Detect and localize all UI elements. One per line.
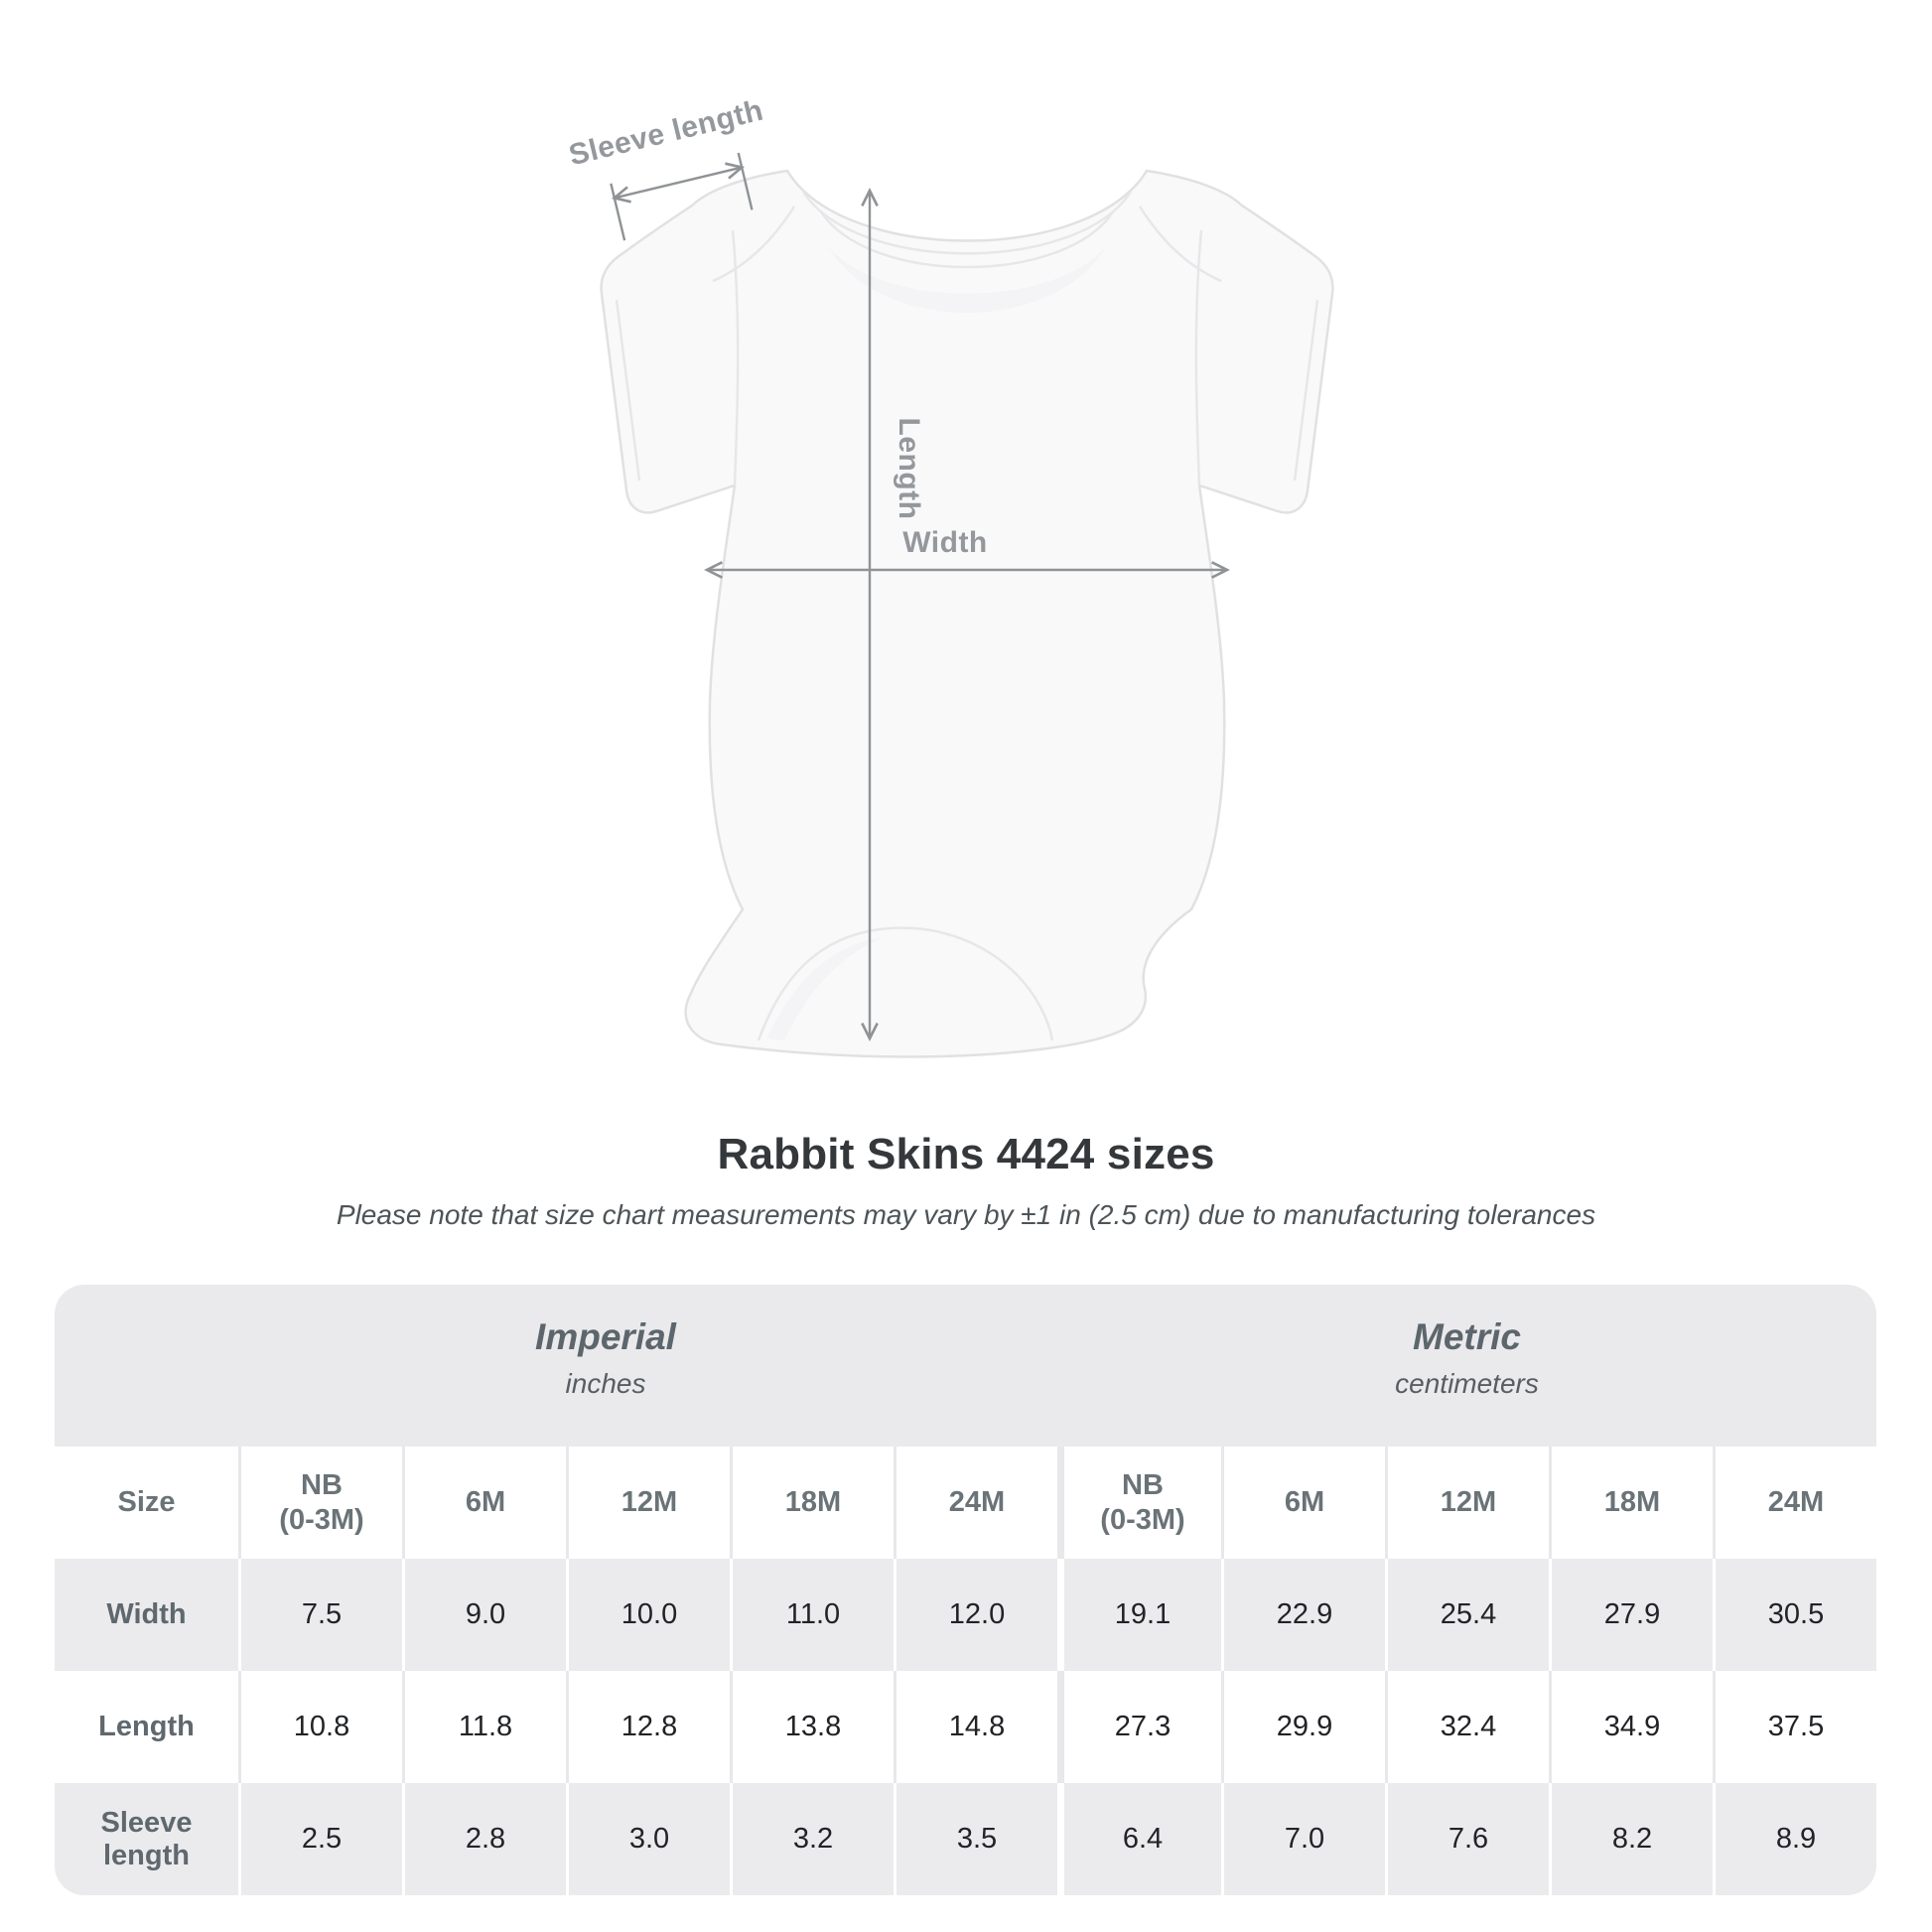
value-cell: 6.4 (1057, 1783, 1221, 1895)
imperial-header: Imperial inches (55, 1285, 1057, 1447)
size-header-row: Size NB (0-3M) 6M 12M 18M 24M NB (0-3M) … (55, 1447, 1876, 1559)
value-cell: 32.4 (1385, 1671, 1549, 1783)
size-col-header: 24M (894, 1447, 1057, 1559)
width-row: Width 7.5 9.0 10.0 11.0 12.0 19.1 22.9 2… (55, 1559, 1876, 1671)
value-cell: 27.9 (1549, 1559, 1713, 1671)
value-cell: 19.1 (1057, 1559, 1221, 1671)
value-cell: 37.5 (1713, 1671, 1876, 1783)
value-cell: 11.8 (402, 1671, 566, 1783)
size-col-header: 12M (1385, 1447, 1549, 1559)
value-cell: 9.0 (402, 1559, 566, 1671)
size-col-header: 6M (1221, 1447, 1385, 1559)
value-cell: 7.5 (238, 1559, 402, 1671)
imperial-units: inches (565, 1367, 646, 1399)
row-label: Length (98, 1711, 195, 1742)
length-dimension: Length (861, 188, 925, 1041)
value-cell: 7.0 (1221, 1783, 1385, 1895)
value-cell: 27.3 (1057, 1671, 1221, 1783)
value-cell: 10.8 (238, 1671, 402, 1783)
size-column-label: Size (117, 1486, 176, 1519)
value-cell: 14.8 (894, 1671, 1057, 1783)
collar-shadow (826, 244, 1108, 313)
onesie-illustration (600, 169, 1334, 1058)
value-cell: 3.0 (566, 1783, 730, 1895)
row-label: Sleeve length (100, 1806, 193, 1871)
value-cell: 11.0 (730, 1559, 894, 1671)
size-col-header: 12M (566, 1447, 730, 1559)
value-cell: 30.5 (1713, 1559, 1876, 1671)
value-cell: 2.5 (238, 1783, 402, 1895)
value-cell: 8.2 (1549, 1783, 1713, 1895)
sleeve-length-arrow (611, 162, 746, 204)
onesie-measurement-diagram: Sleeve length Length Width (566, 94, 1334, 1058)
value-cell: 10.0 (566, 1559, 730, 1671)
sleeve-length-row: Sleeve length 2.5 2.8 3.0 3.2 3.5 6.4 7.… (55, 1783, 1876, 1895)
width-dimension: Width (704, 526, 1230, 579)
sleeve-length-label: Sleeve length (566, 94, 766, 173)
value-cell: 12.0 (894, 1559, 1057, 1671)
size-col-header: 6M (402, 1447, 566, 1559)
value-cell: 2.8 (402, 1783, 566, 1895)
flap-shadow (766, 937, 884, 1040)
size-col-header: NB (0-3M) (238, 1447, 402, 1559)
size-col-header: 18M (730, 1447, 894, 1559)
unit-header-band: Imperial inches Metric centimeters (55, 1285, 1876, 1447)
value-cell: 29.9 (1221, 1671, 1385, 1783)
value-cell: 3.2 (730, 1783, 894, 1895)
length-label: Length (893, 418, 925, 520)
value-cell: 22.9 (1221, 1559, 1385, 1671)
sleeve-tick-left (610, 183, 626, 241)
size-col-header: 18M (1549, 1447, 1713, 1559)
row-label: Width (106, 1598, 187, 1630)
length-row: Length 10.8 11.8 12.8 13.8 14.8 27.3 29.… (55, 1671, 1876, 1783)
onesie-seams (615, 191, 1319, 1041)
value-cell: 13.8 (730, 1671, 894, 1783)
sleeve-tick-right (737, 152, 754, 210)
value-cell: 12.8 (566, 1671, 730, 1783)
imperial-title: Imperial (535, 1315, 676, 1357)
value-cell: 25.4 (1385, 1559, 1549, 1671)
width-label: Width (902, 526, 988, 559)
onesie-body (600, 169, 1334, 1058)
metric-title: Metric (1413, 1315, 1521, 1357)
size-table: Imperial inches Metric centimeters Size … (55, 1285, 1876, 1895)
value-cell: 3.5 (894, 1783, 1057, 1895)
value-cell: 8.9 (1713, 1783, 1876, 1895)
tolerance-note: Please note that size chart measurements… (336, 1199, 1596, 1230)
page-title: Rabbit Skins 4424 sizes (717, 1130, 1215, 1178)
size-col-header: 24M (1713, 1447, 1876, 1559)
metric-header: Metric centimeters (1057, 1285, 1876, 1447)
value-cell: 34.9 (1549, 1671, 1713, 1783)
metric-units: centimeters (1395, 1367, 1539, 1399)
size-col-header: NB (0-3M) (1057, 1447, 1221, 1559)
value-cell: 7.6 (1385, 1783, 1549, 1895)
